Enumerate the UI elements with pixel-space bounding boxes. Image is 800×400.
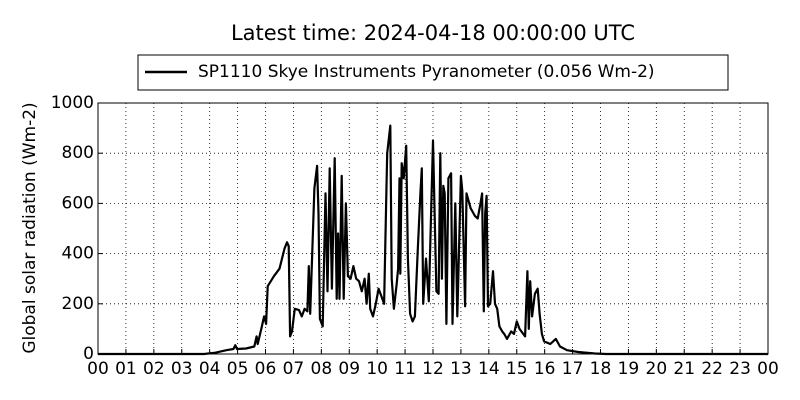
x-tick-label: 13	[450, 359, 472, 379]
x-tick-label: 00	[757, 359, 779, 379]
x-tick-label: 03	[171, 359, 193, 379]
plot-frame	[97, 102, 769, 355]
x-tick-label: 02	[143, 359, 165, 379]
x-tick-label: 20	[646, 359, 668, 379]
x-tick-label: 00	[87, 359, 109, 379]
y-tick-label: 200	[62, 294, 94, 314]
x-tick-label: 09	[338, 359, 360, 379]
x-tick-label: 14	[478, 359, 500, 379]
x-tick-label: 10	[366, 359, 388, 379]
y-axis-label: Global solar radiation (Wm-2)	[20, 102, 40, 353]
x-tick-label: 19	[618, 359, 640, 379]
x-tick-label: 05	[227, 359, 249, 379]
x-tick-label: 17	[562, 359, 584, 379]
y-tick-label: 400	[62, 244, 94, 264]
y-tick-label: 0	[83, 344, 94, 364]
x-tick-label: 04	[199, 359, 221, 379]
y-tick-label: 600	[62, 193, 94, 213]
chart-title: Latest time: 2024-04-18 00:00:00 UTC	[231, 21, 635, 45]
x-tick-label: 21	[673, 359, 695, 379]
x-tick-label: 01	[115, 359, 137, 379]
legend-label: SP1110 Skye Instruments Pyranometer (0.0…	[198, 62, 655, 82]
x-tick-label: 12	[422, 359, 444, 379]
x-tick-label: 22	[701, 359, 723, 379]
data-line	[98, 124, 768, 356]
x-tick-label: 16	[534, 359, 556, 379]
legend-box	[137, 54, 729, 91]
x-tick-label: 11	[394, 359, 416, 379]
x-tick-label: 06	[255, 359, 277, 379]
x-tick-label: 08	[311, 359, 333, 379]
x-tick-label: 07	[283, 359, 305, 379]
x-tick-label: 18	[590, 359, 612, 379]
y-tick-label: 800	[62, 143, 94, 163]
x-tick-label: 15	[506, 359, 528, 379]
x-tick-label: 23	[729, 359, 751, 379]
y-tick-label: 1000	[51, 93, 94, 113]
